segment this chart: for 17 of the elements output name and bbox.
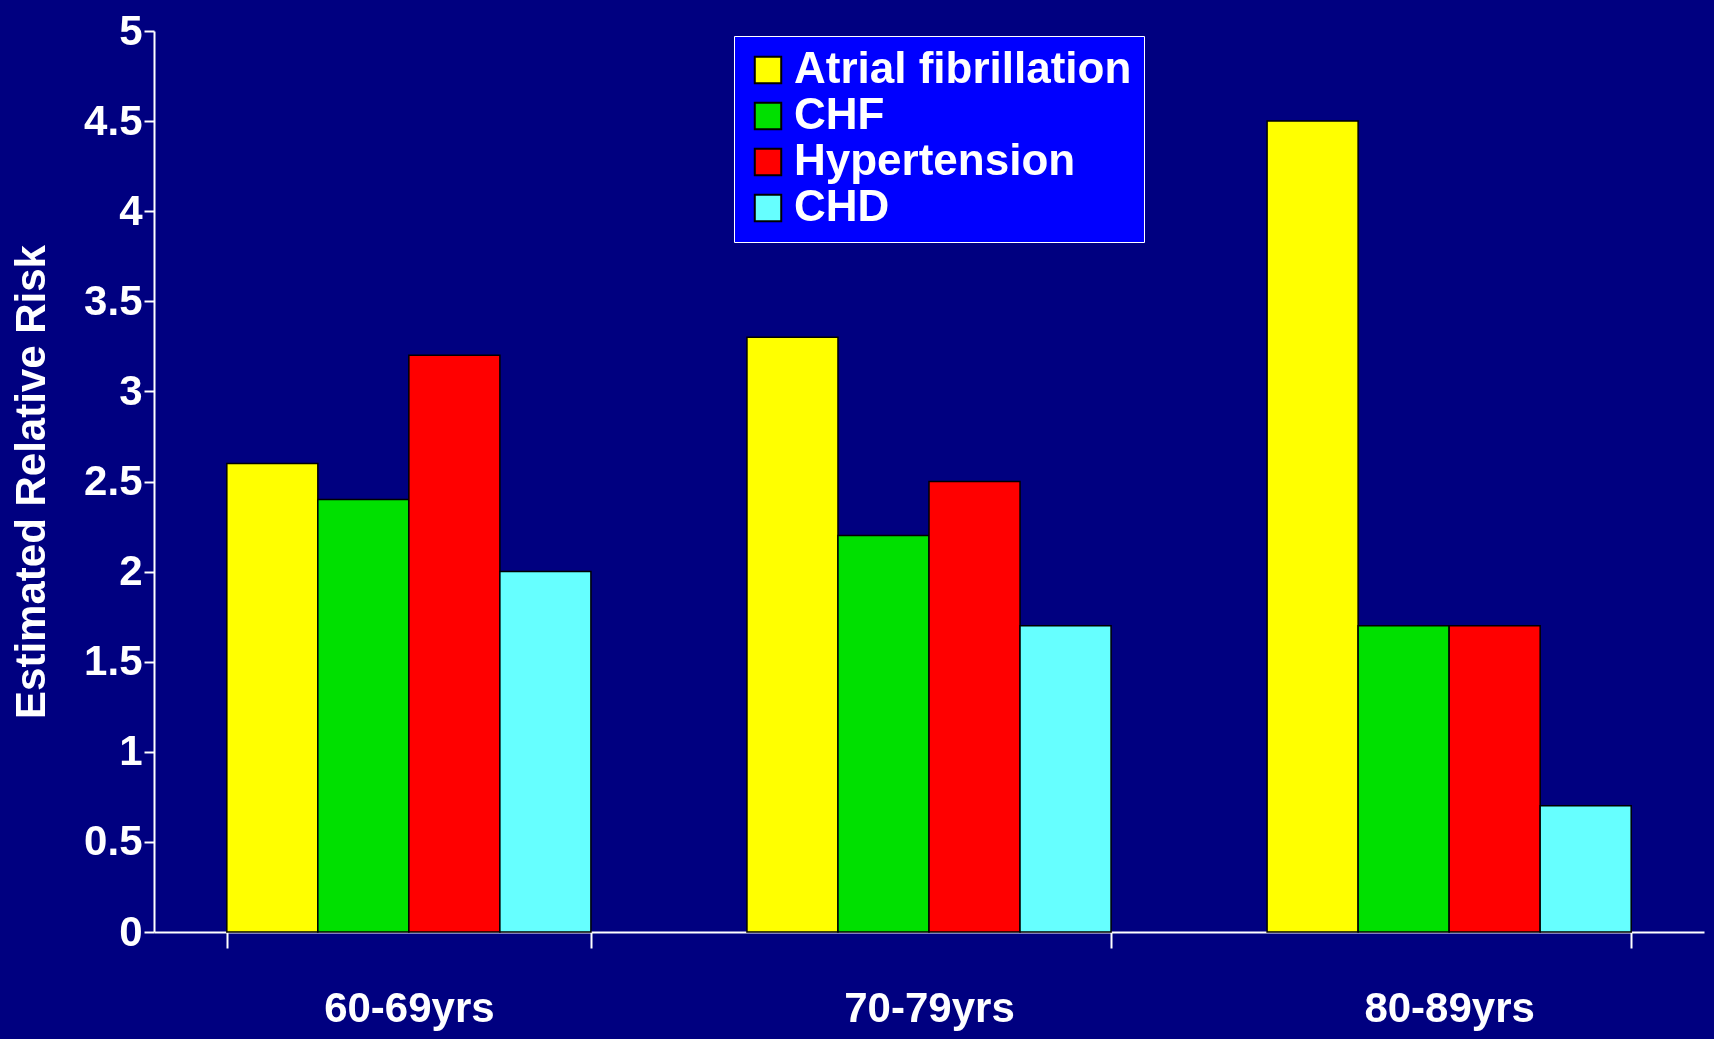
legend-label: Atrial fibrillation — [794, 43, 1132, 92]
x-tick-label: 80-89yrs — [1364, 983, 1535, 1031]
y-tick-label: 0 — [119, 907, 143, 955]
x-tick-label: 70-79yrs — [844, 983, 1015, 1031]
y-tick-label: 1.5 — [84, 637, 143, 685]
y-tick-label: 4 — [119, 186, 144, 234]
y-tick-label: 2 — [119, 547, 143, 595]
y-tick-label: 4.5 — [84, 96, 143, 144]
y-tick-label: 5 — [119, 6, 143, 54]
legend-label: CHF — [794, 89, 885, 138]
y-tick-label: 0.5 — [84, 817, 143, 865]
x-tick-label: 60-69yrs — [324, 983, 495, 1031]
y-axis-title: Estimated Relative Risk — [7, 244, 55, 719]
y-tick-label: 3 — [119, 366, 143, 414]
y-tick-label: 1 — [119, 727, 143, 775]
y-tick-label: 3.5 — [84, 276, 143, 324]
y-tick-label: 2.5 — [84, 457, 143, 504]
